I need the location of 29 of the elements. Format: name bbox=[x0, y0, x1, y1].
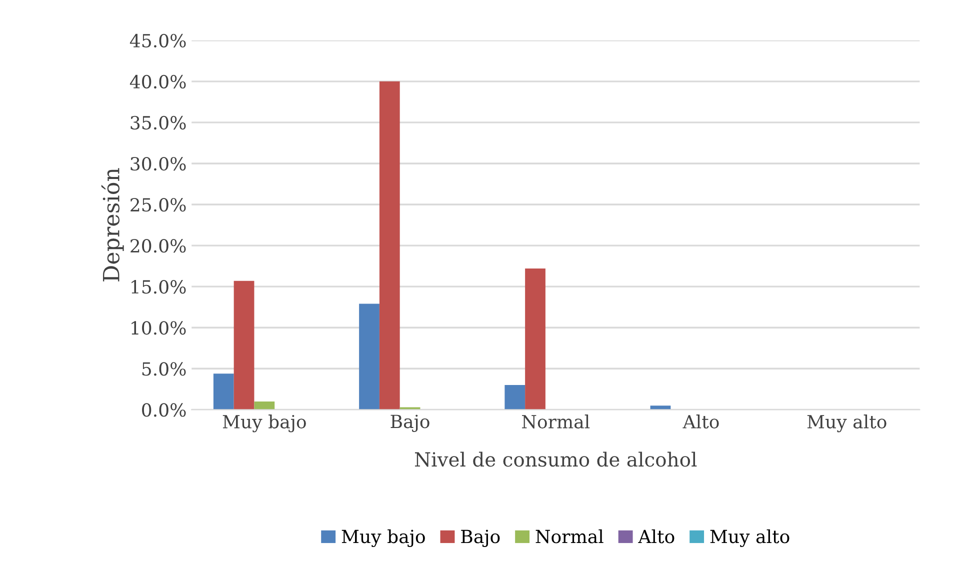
y-tick-label: 15.0% bbox=[132, 280, 186, 294]
legend-label: Alto bbox=[638, 529, 674, 544]
y-tick-label: 30.0% bbox=[130, 156, 186, 171]
y-tick-label: 35.0% bbox=[130, 116, 186, 130]
bar bbox=[234, 280, 254, 410]
x-tick-label: Normal bbox=[522, 414, 590, 429]
x-tick-label: Bajo bbox=[390, 414, 430, 432]
bar bbox=[254, 401, 275, 410]
x-tick-label: Muy bajo bbox=[222, 414, 306, 432]
y-tick-label: 0.0% bbox=[142, 403, 186, 417]
bar bbox=[213, 374, 234, 410]
y-tick-label: 5.0% bbox=[142, 362, 186, 376]
bar bbox=[359, 304, 380, 410]
y-tick-label: 40.0% bbox=[130, 74, 186, 89]
x-tick-label: Muy alto bbox=[807, 414, 886, 432]
legend-label: Muy bajo bbox=[342, 529, 425, 548]
y-tick-label: 10.0% bbox=[132, 321, 186, 335]
bar bbox=[525, 268, 546, 410]
x-tick-label: Alto bbox=[682, 414, 719, 429]
y-tick-label: 25.0% bbox=[130, 198, 186, 212]
bar bbox=[379, 81, 400, 410]
legend-label: Normal bbox=[536, 529, 604, 544]
legend-label: Bajo bbox=[461, 530, 500, 548]
x-axis-title: Nivel de consumo de alcohol bbox=[414, 452, 697, 467]
bar bbox=[504, 385, 526, 410]
y-tick-label: 45.0% bbox=[130, 34, 186, 48]
y-axis-title: Depresión bbox=[101, 168, 124, 282]
y-tick-label: 20.0% bbox=[130, 239, 186, 253]
legend-label: Muy alto bbox=[710, 529, 790, 548]
